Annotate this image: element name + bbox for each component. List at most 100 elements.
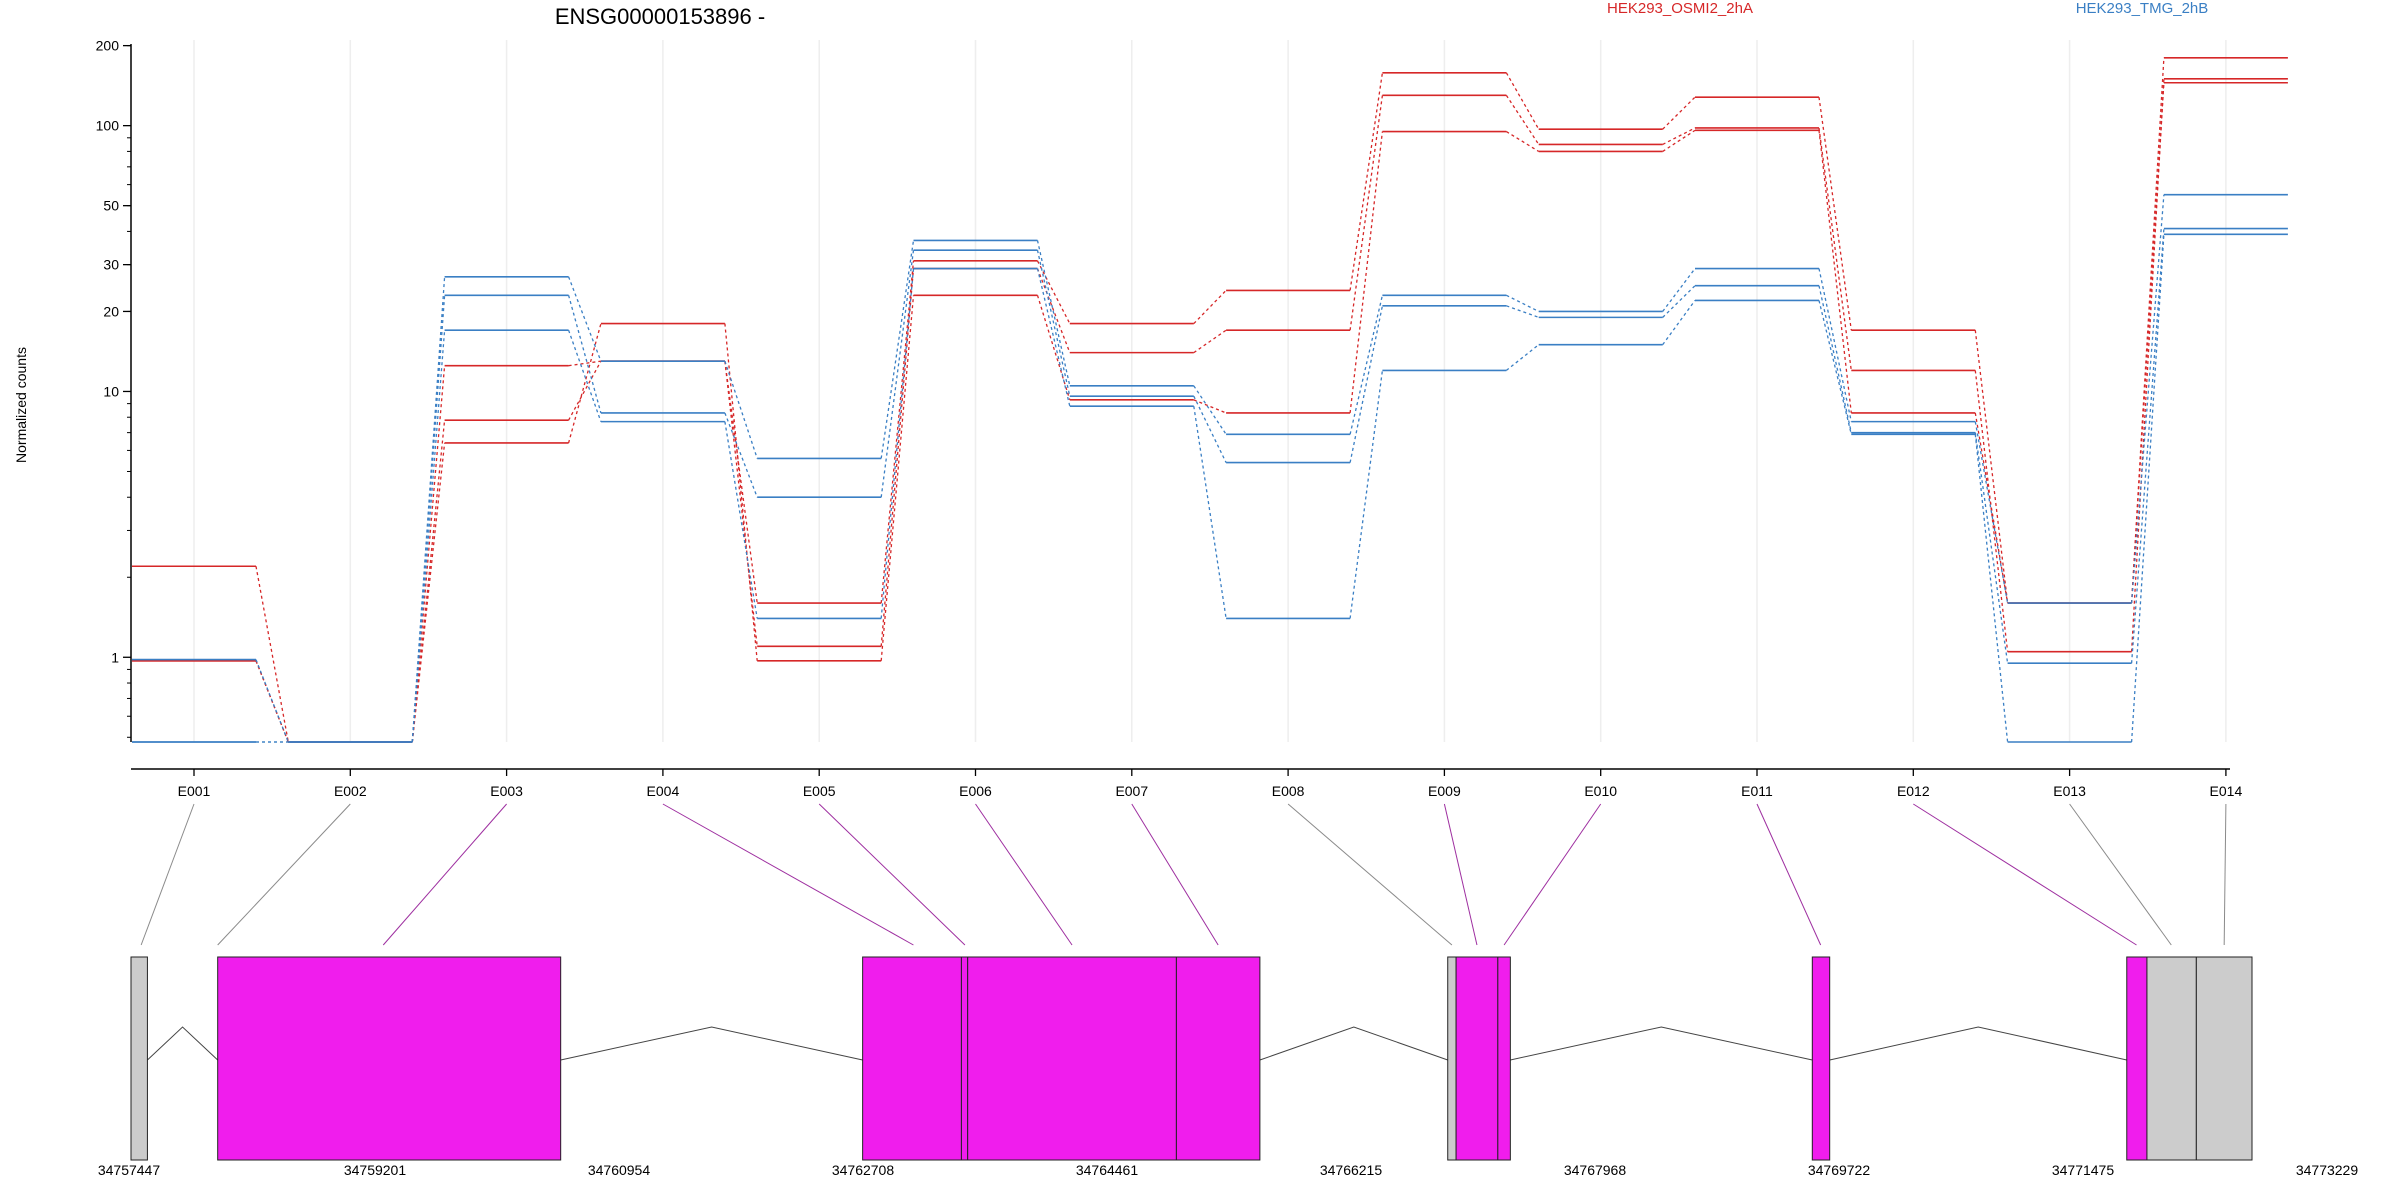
series-connector bbox=[1974, 330, 2009, 604]
gene-model bbox=[130, 956, 2253, 1161]
x-tick-label-e007: E007 bbox=[1115, 783, 1148, 799]
series-connector bbox=[1036, 268, 1071, 407]
series-connector bbox=[255, 566, 289, 743]
exon-block-coding bbox=[217, 956, 562, 1161]
y-tick-label: 10 bbox=[103, 383, 119, 399]
x-tick-label-e004: E004 bbox=[647, 783, 680, 799]
series-connector bbox=[1036, 295, 1071, 401]
series-connector bbox=[1505, 344, 1540, 371]
series-connector bbox=[1193, 329, 1227, 354]
series-connector bbox=[1505, 95, 1540, 145]
axes: 1 10 20 30 50 100 200 bbox=[96, 38, 2230, 770]
series-connector bbox=[1506, 294, 1539, 313]
series-connector bbox=[1662, 129, 1696, 152]
series-connector bbox=[1818, 97, 1852, 331]
y-tick-label: 50 bbox=[103, 198, 119, 214]
chart-title: ENSG00000153896 - bbox=[555, 4, 765, 29]
grid-lines bbox=[193, 40, 2227, 742]
series-connector bbox=[1349, 370, 1384, 619]
series-connector bbox=[1818, 300, 1852, 435]
link-e014 bbox=[2223, 803, 2227, 946]
coordinate-label: 34773229 bbox=[2296, 1162, 2359, 1178]
exon-block-noncoding bbox=[2195, 956, 2253, 1161]
series-connector bbox=[1662, 268, 1696, 312]
link-e001 bbox=[140, 803, 195, 946]
series-connector bbox=[724, 412, 758, 498]
intron-line bbox=[1259, 1026, 1448, 1061]
link-e013 bbox=[2069, 803, 2172, 946]
link-e008 bbox=[1287, 803, 1453, 946]
x-tick-label-e006: E006 bbox=[959, 783, 992, 799]
series-connector bbox=[724, 421, 758, 619]
link-e011 bbox=[1756, 803, 1822, 946]
series-connector bbox=[1974, 421, 2009, 604]
x-tick-label-e001: E001 bbox=[178, 783, 211, 799]
x-tick-labels: E001 E002 E003 E004 E005 E006 E007 E008 E009 E010… bbox=[178, 769, 2243, 799]
coordinate-label: 34764461 bbox=[1076, 1162, 1139, 1178]
coordinate-label: 34760954 bbox=[588, 1162, 651, 1178]
series-connector bbox=[255, 659, 289, 743]
series-connector bbox=[724, 360, 758, 459]
series-3 bbox=[132, 193, 2288, 743]
exon-block-coding bbox=[1455, 956, 1499, 1161]
y-tick-label: 200 bbox=[96, 38, 120, 54]
intron-line bbox=[1829, 1026, 2127, 1061]
exon-block-coding bbox=[1497, 956, 1511, 1161]
series-2 bbox=[132, 81, 2288, 743]
link-e003 bbox=[382, 803, 507, 946]
x-tick-label-e013: E013 bbox=[2053, 783, 2086, 799]
series-connector bbox=[411, 330, 446, 743]
exon-block-noncoding bbox=[130, 956, 148, 1161]
series-connector bbox=[1349, 305, 1384, 463]
exon-block-coding bbox=[1811, 956, 1831, 1161]
coordinate-label: 34769722 bbox=[1808, 1162, 1871, 1178]
series-connector bbox=[2130, 228, 2165, 664]
series-connector bbox=[1506, 305, 1539, 318]
y-tick-label: 100 bbox=[96, 118, 120, 134]
series-connector bbox=[1974, 412, 2009, 604]
x-tick-label-e012: E012 bbox=[1897, 783, 1930, 799]
coordinate-label: 34757447 bbox=[98, 1162, 161, 1178]
y-tick-label: 30 bbox=[103, 257, 119, 273]
y-axis-label: Normalized counts bbox=[13, 347, 29, 463]
series-connector bbox=[1506, 131, 1540, 152]
link-e004 bbox=[662, 803, 914, 946]
link-e010 bbox=[1503, 803, 1602, 946]
series-connector bbox=[1193, 289, 1227, 325]
series-connector bbox=[1818, 268, 1852, 422]
x-tick-label-e005: E005 bbox=[803, 783, 836, 799]
series-connector bbox=[1036, 240, 1071, 386]
x-tick-label-e010: E010 bbox=[1584, 783, 1617, 799]
series-connector bbox=[1818, 127, 1852, 371]
series-connector bbox=[2130, 57, 2165, 604]
exon-block-coding bbox=[862, 956, 962, 1161]
series-connector bbox=[1193, 406, 1227, 619]
series-connector bbox=[567, 329, 602, 422]
series-connector bbox=[1662, 96, 1696, 130]
coordinate-label: 34762708 bbox=[832, 1162, 895, 1178]
y-tick-label: 20 bbox=[103, 303, 119, 319]
series-connector bbox=[724, 361, 758, 647]
series-connector bbox=[724, 323, 758, 661]
link-e002 bbox=[217, 803, 351, 946]
series-connector bbox=[568, 360, 602, 421]
series-connector bbox=[567, 323, 602, 444]
series-connector bbox=[1193, 385, 1227, 435]
x-tick-label-e002: E002 bbox=[334, 783, 367, 799]
y-tick-label: 1 bbox=[111, 649, 119, 665]
link-e012 bbox=[1913, 803, 2137, 946]
series-connector bbox=[411, 442, 446, 743]
series-connector bbox=[1974, 432, 2009, 664]
series-connector bbox=[568, 360, 601, 367]
link-e007 bbox=[1131, 803, 1219, 946]
exon-block-noncoding bbox=[1447, 956, 1457, 1161]
link-e009 bbox=[1443, 803, 1478, 946]
series-4 bbox=[132, 227, 2288, 743]
x-tick-label-e014: E014 bbox=[2210, 783, 2243, 799]
genomic-coordinate-labels: 34757447 34759201 34760954 34762708 34764461… bbox=[98, 1162, 2359, 1178]
series-connector bbox=[2130, 194, 2165, 604]
series-connector bbox=[1662, 285, 1696, 318]
intron-line bbox=[1510, 1026, 1813, 1061]
series-connector bbox=[724, 361, 758, 604]
